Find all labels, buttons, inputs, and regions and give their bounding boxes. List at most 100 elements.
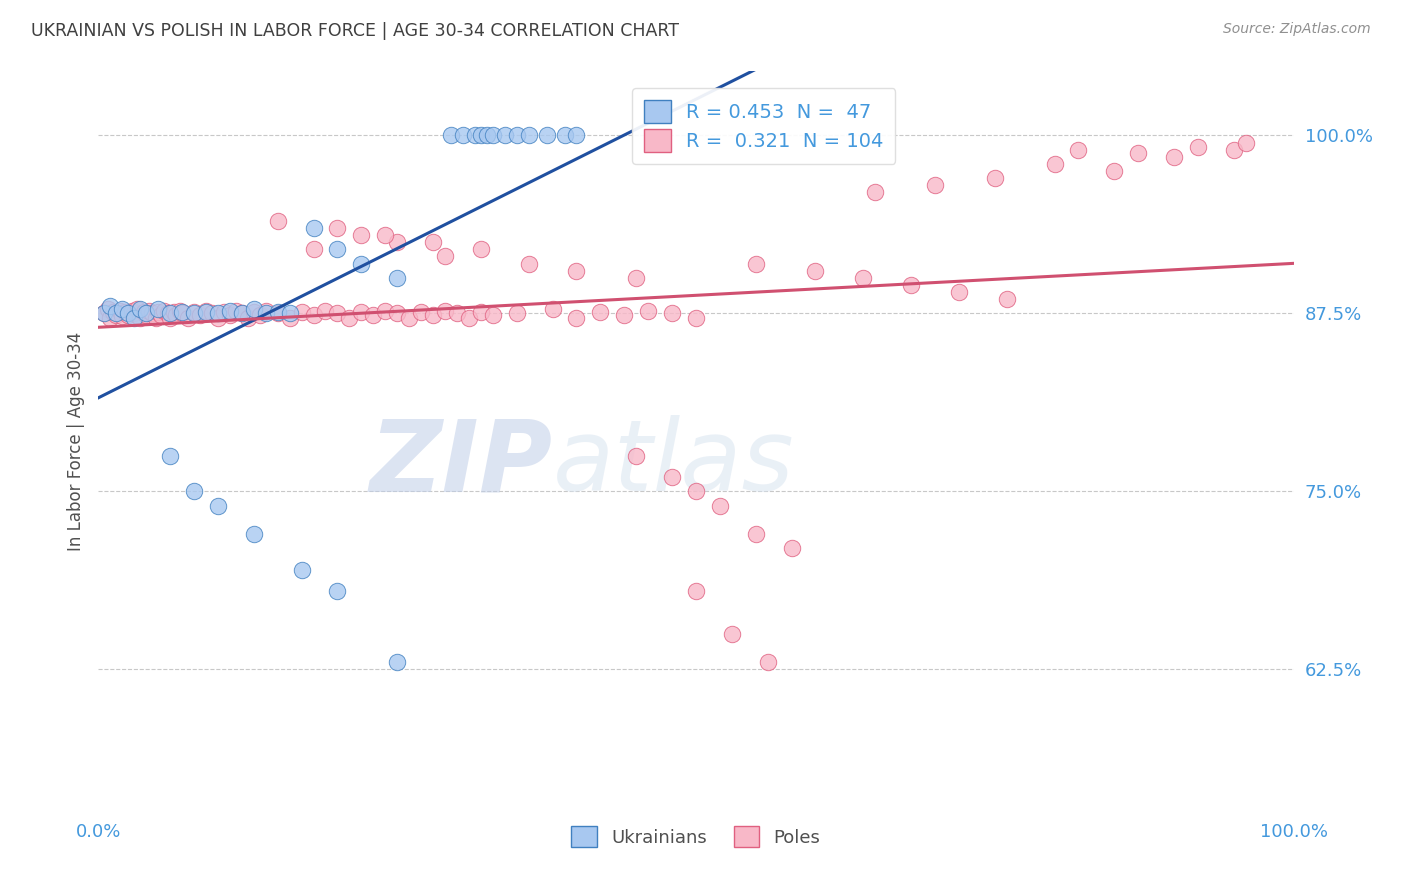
Point — [138, 303, 160, 318]
Point — [148, 305, 170, 319]
Legend: Ukrainians, Poles: Ukrainians, Poles — [564, 819, 828, 855]
Point — [159, 310, 181, 325]
Point — [165, 308, 187, 322]
Point — [422, 235, 444, 250]
Point — [685, 484, 707, 499]
Point — [481, 128, 505, 143]
Point — [494, 128, 516, 143]
Point — [141, 306, 163, 320]
Point — [129, 310, 152, 325]
Point — [231, 306, 253, 320]
Point — [326, 243, 349, 257]
Point — [1104, 164, 1126, 178]
Point — [132, 305, 155, 319]
Point — [1163, 150, 1185, 164]
Point — [536, 128, 558, 143]
Point — [374, 303, 396, 318]
Point — [398, 310, 420, 325]
Point — [745, 256, 768, 270]
Point — [291, 305, 314, 319]
Point — [326, 584, 349, 599]
Point — [326, 221, 349, 235]
Point — [195, 303, 218, 318]
Y-axis label: In Labor Force | Age 30-34: In Labor Force | Age 30-34 — [66, 332, 84, 551]
Point — [481, 308, 505, 322]
Point — [105, 306, 128, 320]
Point — [326, 306, 349, 320]
Point — [1187, 140, 1209, 154]
Point — [254, 306, 277, 320]
Point — [626, 270, 648, 285]
Point — [267, 305, 290, 319]
Point — [350, 305, 373, 319]
Point — [111, 302, 134, 317]
Point — [93, 306, 115, 320]
Point — [243, 527, 266, 541]
Point — [93, 306, 115, 320]
Point — [804, 263, 827, 277]
Text: ZIP: ZIP — [370, 416, 553, 512]
Point — [780, 541, 803, 556]
Point — [101, 305, 124, 319]
Point — [278, 306, 301, 320]
Point — [121, 303, 143, 318]
Point — [267, 214, 290, 228]
Point — [177, 310, 200, 325]
Point — [470, 305, 492, 319]
Point — [446, 306, 468, 320]
Point — [267, 306, 290, 320]
Point — [506, 128, 529, 143]
Point — [565, 310, 588, 325]
Point — [125, 302, 148, 317]
Point — [385, 655, 409, 669]
Point — [852, 270, 875, 285]
Point — [613, 308, 636, 322]
Point — [183, 306, 205, 320]
Point — [249, 308, 271, 322]
Point — [464, 128, 486, 143]
Point — [243, 305, 266, 319]
Point — [219, 303, 242, 318]
Point — [149, 308, 172, 322]
Point — [984, 171, 1007, 186]
Point — [98, 299, 122, 313]
Point — [637, 303, 659, 318]
Point — [900, 277, 922, 292]
Point — [302, 308, 325, 322]
Point — [1223, 143, 1246, 157]
Point — [422, 308, 444, 322]
Point — [924, 178, 946, 193]
Point — [153, 303, 176, 318]
Point — [339, 310, 361, 325]
Point — [117, 306, 139, 320]
Point — [315, 303, 337, 318]
Point — [159, 449, 181, 463]
Point — [948, 285, 970, 299]
Point — [183, 305, 205, 319]
Point — [1067, 143, 1090, 157]
Text: Source: ZipAtlas.com: Source: ZipAtlas.com — [1223, 22, 1371, 37]
Point — [302, 221, 325, 235]
Text: atlas: atlas — [553, 416, 794, 512]
Point — [105, 308, 128, 322]
Point — [212, 305, 235, 319]
Point — [554, 128, 576, 143]
Point — [475, 128, 498, 143]
Point — [145, 310, 167, 325]
Point — [661, 306, 683, 320]
Point — [207, 310, 229, 325]
Point — [411, 305, 433, 319]
Point — [756, 655, 779, 669]
Point — [350, 228, 373, 243]
Point — [721, 626, 744, 640]
Point — [385, 235, 409, 250]
Point — [231, 306, 253, 320]
Point — [685, 584, 707, 599]
Point — [865, 186, 887, 200]
Point — [243, 302, 266, 317]
Point — [97, 302, 120, 317]
Point — [350, 256, 373, 270]
Point — [156, 306, 179, 320]
Point — [291, 563, 314, 577]
Point — [363, 308, 385, 322]
